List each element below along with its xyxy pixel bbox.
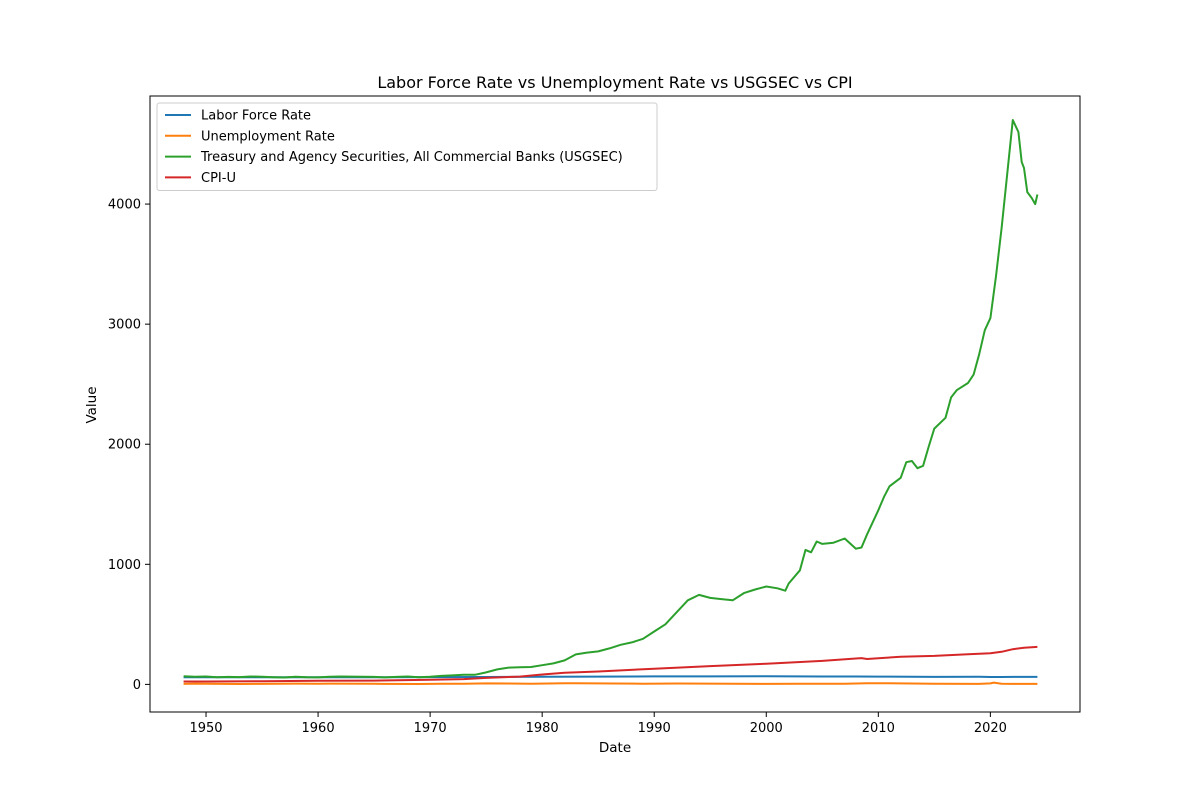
x-tick-label: 1960 <box>302 721 335 736</box>
x-tick-label: 2020 <box>974 721 1007 736</box>
x-tick-label: 2010 <box>862 721 895 736</box>
x-axis-label: Date <box>599 740 631 756</box>
series-line-3 <box>183 119 1039 679</box>
legend-label-2: Unemployment Rate <box>201 129 335 144</box>
legend-label-3: Treasury and Agency Securities, All Comm… <box>200 150 623 165</box>
x-tick-label: 1970 <box>414 721 447 736</box>
x-tick-label: 1980 <box>526 721 559 736</box>
plot-frame <box>149 95 1081 713</box>
x-tick-label: 1990 <box>638 721 671 736</box>
y-tick-label: 4000 <box>108 198 141 213</box>
plot-area <box>183 119 1039 685</box>
y-tick-label: 2000 <box>108 438 141 453</box>
y-tick-label: 1000 <box>108 558 141 573</box>
chart-title: Labor Force Rate vs Unemployment Rate vs… <box>377 73 852 92</box>
y-axis: 0 1000 2000 3000 4000 <box>108 198 150 693</box>
x-tick-label: 2000 <box>750 721 783 736</box>
y-tick-label: 3000 <box>108 318 141 333</box>
legend-label-1: Labor Force Rate <box>201 109 311 124</box>
x-tick-label: 1950 <box>189 721 222 736</box>
y-axis-label: Value <box>84 386 100 423</box>
legend-box <box>156 102 658 191</box>
x-axis: 1950 1960 1970 1980 1990 2000 2010 2020 <box>189 712 1007 736</box>
series-line-4 <box>183 645 1038 683</box>
legend-label-4: CPI-U <box>201 171 236 186</box>
series-line-2 <box>183 681 1038 685</box>
y-tick-label: 0 <box>133 678 141 693</box>
legend: Labor Force Rate Unemployment Rate Treasur… <box>156 102 658 191</box>
